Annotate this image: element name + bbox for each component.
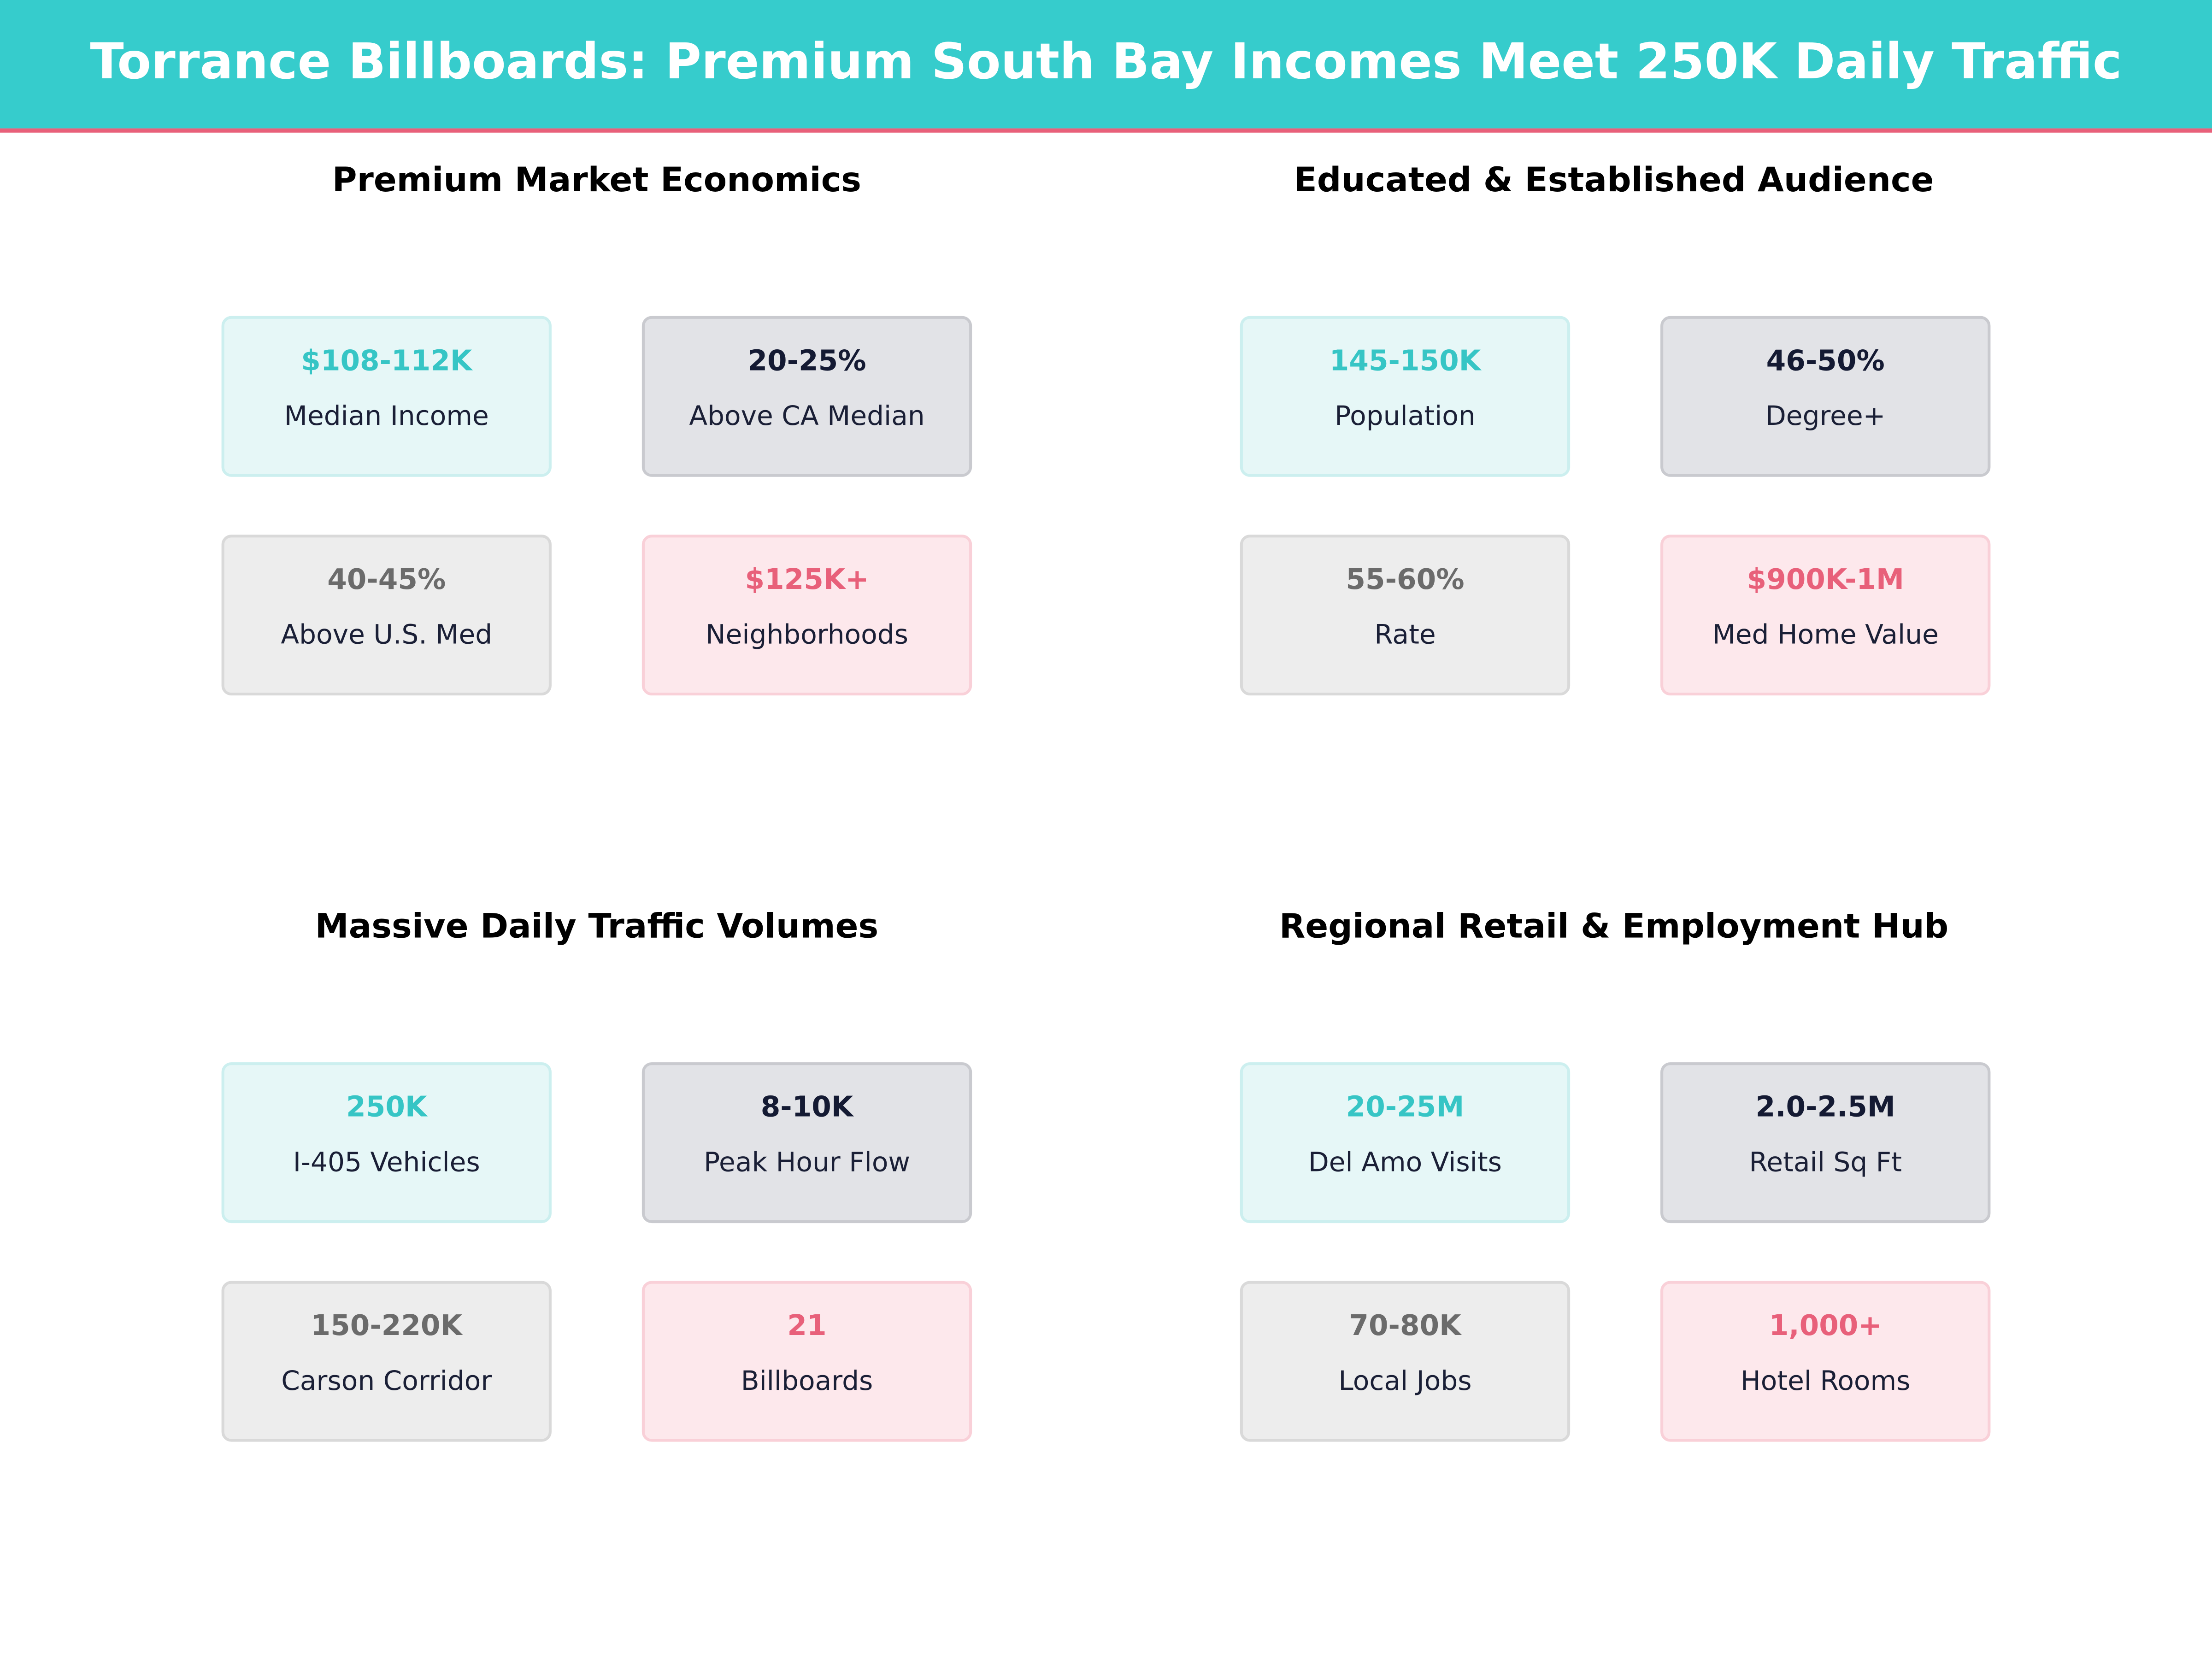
kpi-label: Billboards: [741, 1365, 873, 1396]
kpi-card: [641, 1281, 972, 1442]
kpi-label: Retail Sq Ft: [1749, 1147, 1902, 1178]
kpi-value: 40-45%: [327, 563, 446, 596]
kpi-card: [1240, 1062, 1571, 1224]
kpi-value: 70-80K: [1349, 1309, 1462, 1342]
header-rule: [0, 128, 2212, 133]
kpi-card: [221, 1062, 552, 1224]
kpi-label: Carson Corridor: [281, 1365, 492, 1396]
kpi-value: 20-25M: [1346, 1091, 1465, 1124]
kpi-value: $900K-1M: [1747, 563, 1904, 596]
kpi-label: Median Income: [284, 400, 489, 431]
kpi-card: [1660, 1062, 1991, 1224]
kpi-value: 21: [787, 1309, 826, 1342]
kpi-label: Local Jobs: [1338, 1365, 1471, 1396]
kpi-value: 55-60%: [1346, 563, 1464, 596]
kpi-value: 145-150K: [1330, 344, 1482, 377]
kpi-label: I-405 Vehicles: [293, 1147, 480, 1178]
kpi-value: 20-25%: [747, 344, 866, 377]
kpi-card: [221, 535, 552, 696]
kpi-value: 1,000+: [1769, 1309, 1882, 1342]
kpi-value: 2.0-2.5M: [1756, 1091, 1895, 1124]
panel-title: Educated & Established Audience: [1294, 160, 1934, 200]
kpi-card: [641, 316, 972, 477]
kpi-value: $108-112K: [301, 344, 473, 377]
kpi-card: [221, 316, 552, 477]
kpi-card: [1660, 316, 1991, 477]
kpi-card: [641, 535, 972, 696]
kpi-label: Med Home Value: [1712, 619, 1939, 650]
kpi-label: Rate: [1374, 619, 1435, 650]
kpi-value: 8-10K: [761, 1091, 854, 1124]
kpi-label: Population: [1335, 400, 1476, 431]
kpi-value: 150-220K: [311, 1309, 464, 1342]
kpi-label: Degree+: [1765, 400, 1885, 431]
header-bar: [0, 0, 2212, 129]
kpi-label: Hotel Rooms: [1741, 1365, 1910, 1396]
kpi-value: 46-50%: [1766, 344, 1885, 377]
page-title: Torrance Billboards: Premium South Bay I…: [90, 33, 2122, 90]
kpi-card: [1660, 535, 1991, 696]
kpi-card: [1660, 1281, 1991, 1442]
kpi-card: [641, 1062, 972, 1224]
kpi-card: [1240, 1281, 1571, 1442]
kpi-value: $125K+: [745, 563, 869, 596]
kpi-label: Peak Hour Flow: [704, 1147, 910, 1178]
panel-title: Massive Daily Traffic Volumes: [315, 906, 879, 946]
kpi-label: Above U.S. Med: [281, 619, 492, 650]
kpi-label: Neighborhoods: [706, 619, 908, 650]
kpi-card: [1240, 535, 1571, 696]
kpi-label: Del Amo Visits: [1308, 1147, 1502, 1178]
panel-title: Regional Retail & Employment Hub: [1279, 906, 1948, 946]
kpi-value: 250K: [346, 1091, 428, 1124]
kpi-card: [221, 1281, 552, 1442]
kpi-label: Above CA Median: [689, 400, 924, 431]
kpi-card: [1240, 316, 1571, 477]
panel-title: Premium Market Economics: [332, 160, 861, 200]
